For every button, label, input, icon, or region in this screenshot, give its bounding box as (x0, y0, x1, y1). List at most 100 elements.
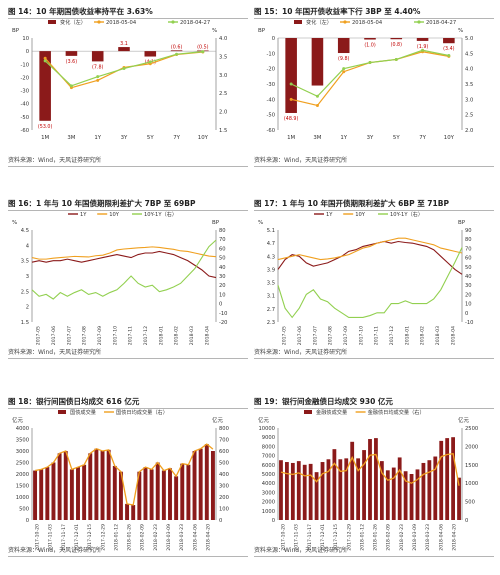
volume-bar (439, 440, 444, 520)
yield-point (315, 103, 319, 107)
right-tick-label: 3.5 (219, 54, 227, 60)
figure-title: 图 19：银行间金融债日均成交 930 亿元 (254, 397, 393, 406)
right-tick-label: 10 (219, 292, 226, 298)
yield-point (201, 50, 205, 54)
date-tick-label: 2017-12-01 (74, 524, 80, 551)
date-tick-label: 2017-12-01 (320, 524, 326, 551)
volume-bar (302, 464, 307, 520)
bar-data-label: (0.6) (171, 44, 183, 50)
volume-bar (51, 462, 56, 520)
yield-point (342, 67, 346, 71)
left-tick-label: 10 (22, 36, 29, 42)
date-tick-label: 2017-07 (312, 326, 318, 345)
bar-data-label: (53.0) (38, 124, 53, 130)
volume-bar (33, 470, 38, 520)
right-tick-label: 10 (465, 302, 472, 308)
left-tick-label: 3000 (262, 490, 275, 496)
series-line (277, 247, 463, 319)
left-tick-label: -60 (21, 128, 29, 134)
left-tick-label: 6000 (262, 463, 275, 469)
volume-bar (350, 441, 355, 520)
volume-bar (100, 451, 105, 520)
volume-bar (168, 468, 172, 520)
left-unit-label: 亿元 (12, 416, 24, 424)
right-tick-label: 3.0 (465, 97, 473, 103)
right-tick-label: 100 (219, 507, 229, 513)
bar-change (144, 51, 157, 57)
bar-data-label: 3.1 (120, 41, 128, 47)
source-note: 资料来源：Wind，天风证券研究所 (8, 547, 102, 554)
date-tick-label: 2017-12 (389, 326, 395, 345)
figure-16-panel: 图 16：1 年与 10 年国债期限利差扩大 7BP 至 69BP 4.5 4 3.… (8, 194, 248, 374)
bottom-rule (254, 166, 494, 167)
bar-change (390, 38, 403, 40)
category-label: 3Y (121, 135, 128, 141)
daily-average-line (34, 443, 214, 506)
left-unit-label: % (258, 220, 263, 226)
category-label: 7Y (419, 135, 426, 141)
left-tick-label: 7000 (262, 454, 275, 460)
title-rule (8, 408, 248, 409)
volume-bar (308, 463, 313, 520)
daily-average-line (280, 453, 460, 486)
right-tick-label: 40 (219, 265, 226, 271)
legend-label: 2018-05-04 (106, 20, 137, 26)
right-tick-label: 30 (465, 283, 472, 289)
legend-swatch (58, 410, 66, 414)
volume-bar (82, 464, 87, 520)
left-unit-label: BP (258, 28, 266, 34)
volume-bar (210, 451, 215, 520)
right-tick-label: 4.0 (465, 67, 473, 73)
left-tick-label: 3.5 (267, 281, 275, 287)
date-tick-label: 2018-02 (420, 326, 426, 345)
right-tick-label: 700 (219, 438, 229, 444)
volume-bar (279, 460, 283, 520)
bottom-rule (254, 358, 494, 359)
volume-bar (155, 462, 160, 520)
series-line (31, 250, 217, 279)
left-unit-label: 亿元 (258, 416, 270, 424)
yield-point (96, 75, 100, 79)
volume-bar (290, 462, 295, 520)
volume-bar (88, 453, 93, 520)
bar-change (311, 38, 324, 86)
bar-change (416, 38, 429, 41)
cdb-spread-chart: 5.1 4.7 4.3 3.9 3.5 3.1 2.7 2.3 90 80 70 60 50 40 30 20… (258, 210, 473, 345)
legend-marker (97, 20, 101, 24)
left-tick-label: 1.5 (21, 320, 29, 326)
date-tick-label: 2018-02-09 (386, 524, 392, 551)
financial-bond-volume-chart: 1000090008000700060005000400030002000100… (258, 408, 478, 551)
category-label: 7Y (173, 135, 180, 141)
bar-change (364, 38, 376, 40)
date-tick-label: 2018-03-23 (179, 524, 185, 551)
right-tick-label: 2.5 (219, 91, 227, 97)
right-tick-label: 30 (219, 274, 226, 280)
left-tick-label: -40 (21, 102, 29, 108)
yield-point (342, 70, 346, 74)
right-tick-label: 5.0 (465, 36, 473, 42)
date-tick-label: 2017-09 (343, 326, 349, 345)
right-tick-label: 0 (219, 518, 222, 524)
category-label: 5Y (147, 135, 154, 141)
series-line (277, 237, 463, 261)
right-tick-label: 800 (219, 426, 229, 432)
left-unit-label: % (12, 220, 17, 226)
title-rule (254, 18, 494, 19)
bar-change (118, 47, 130, 52)
right-unit-label: 亿元 (458, 416, 470, 424)
left-tick-label: -10 (21, 62, 29, 68)
left-tick-label: 500 (19, 507, 29, 513)
title-rule (254, 210, 494, 211)
legend-label: 金融债成交量 (316, 408, 347, 416)
right-tick-label: 0 (465, 518, 468, 524)
bar-data-label: (7.8) (92, 64, 104, 70)
volume-bar (149, 469, 154, 520)
volume-bar (403, 471, 408, 520)
right-tick-label: 4.5 (465, 51, 473, 57)
legend-swatch (304, 410, 312, 414)
right-tick-label: 50 (219, 256, 226, 262)
left-tick-label: 0 (26, 518, 29, 524)
left-tick-label: 0 (26, 49, 29, 55)
volume-bar (356, 458, 361, 520)
right-tick-label: 600 (219, 449, 229, 455)
